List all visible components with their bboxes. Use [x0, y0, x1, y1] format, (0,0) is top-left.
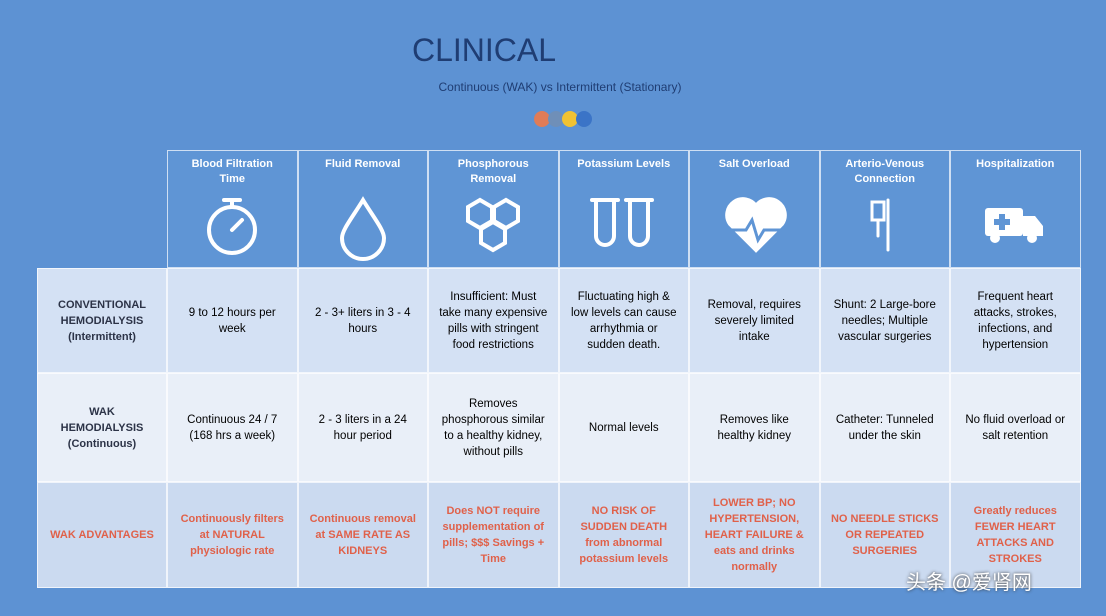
watermark: 头条 @爱肾网 — [906, 572, 1032, 594]
table-cell: Continuous removal at SAME RATE AS KIDNE… — [297, 482, 428, 588]
color-dots — [534, 111, 592, 127]
table-cell: Frequent heart attacks, strokes, infecti… — [950, 268, 1081, 373]
table-cell: Removes phosphorous similar to a healthy… — [428, 373, 559, 482]
table-cell: NO RISK OF SUDDEN DEATH from abnormal po… — [558, 482, 689, 588]
table-cell: No fluid overload or salt retention — [950, 373, 1081, 482]
table-cell: Continuously filters at NATURAL physiolo… — [167, 482, 298, 588]
column-header: Potassium Levels — [558, 150, 689, 268]
column-header: Phosphorous Removal — [428, 150, 559, 268]
row-label: WAK ADVANTAGES — [37, 482, 167, 588]
column-header: Fluid Removal — [297, 150, 428, 268]
row-label: WAK HEMODIALYSIS (Continuous) — [37, 373, 167, 482]
column-header: Blood Filtration Time — [167, 150, 298, 268]
table-cell: Shunt: 2 Large-bore needles; Multiple va… — [819, 268, 950, 373]
column-header: Hospitalization — [950, 150, 1081, 268]
table-cell: 2 - 3+ liters in 3 - 4 hours — [297, 268, 428, 373]
subtitle: Continuous (WAK) vs Intermittent (Statio… — [438, 80, 682, 94]
table-cell: 9 to 12 hours per week — [167, 268, 298, 373]
column-header: Salt Overload — [689, 150, 820, 268]
table-cell: LOWER BP; NO HYPERTENSION, HEART FAILURE… — [689, 482, 820, 588]
table-cell: Catheter: Tunneled under the skin — [819, 373, 950, 482]
table-cell: Normal levels — [558, 373, 689, 482]
table-cell: Insufficient: Must take many expensive p… — [428, 268, 559, 373]
table-cell: 2 - 3 liters in a 24 hour period — [297, 373, 428, 482]
table-cell: Continuous 24 / 7 (168 hrs a week) — [167, 373, 298, 482]
table-cell: Fluctuating high & low levels can cause … — [558, 268, 689, 373]
table-cell: Greatly reduces FEWER HEART ATTACKS AND … — [950, 482, 1081, 588]
table-cell: Removal, requires severely limited intak… — [689, 268, 820, 373]
row-label: CONVENTIONAL HEMODIALYSIS (Intermittent) — [37, 268, 167, 373]
title: CLINICAL — [412, 32, 557, 68]
table-cell: Does NOT require supplementation of pill… — [428, 482, 559, 588]
table-cell: Removes like healthy kidney — [689, 373, 820, 482]
column-header: Arterio-Venous Connection — [819, 150, 950, 268]
table-cell: NO NEEDLE STICKS OR REPEATED SURGERIES — [819, 482, 950, 588]
